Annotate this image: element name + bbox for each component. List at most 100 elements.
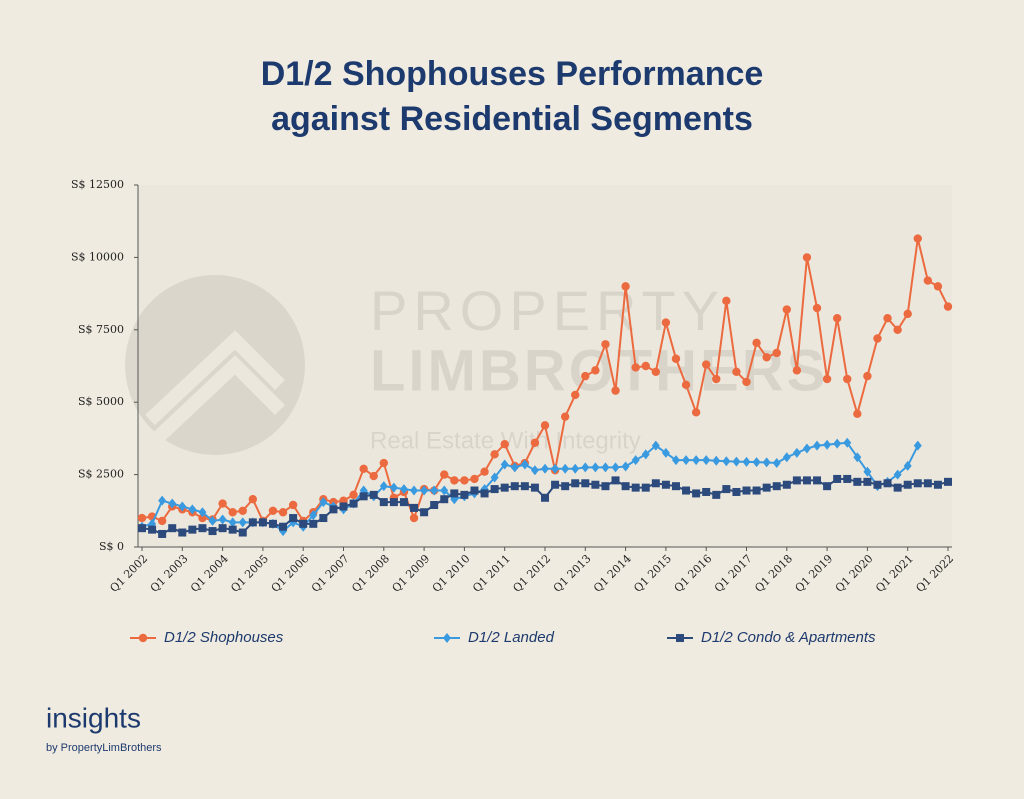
point: [591, 480, 600, 489]
point: [671, 455, 680, 466]
point: [440, 485, 449, 496]
point: [933, 282, 943, 291]
point: [238, 528, 247, 537]
point: [843, 474, 852, 483]
point: [410, 503, 419, 512]
point: [944, 477, 952, 486]
point: [772, 348, 781, 358]
point: [732, 487, 741, 496]
point: [853, 477, 862, 486]
point: [238, 517, 247, 528]
point: [712, 374, 721, 384]
point: [349, 499, 358, 508]
point: [621, 461, 630, 472]
point: [410, 485, 419, 496]
brand-by: by PropertyLimBrothers: [46, 742, 162, 754]
point: [399, 498, 408, 507]
point: [621, 282, 630, 291]
point: [691, 408, 701, 417]
point: [903, 480, 912, 489]
point: [812, 303, 822, 313]
point: [530, 465, 539, 476]
point: [893, 483, 902, 492]
point: [692, 489, 701, 498]
point: [299, 519, 308, 528]
y-tick-label: S$ 2500: [78, 468, 124, 481]
point: [903, 460, 912, 471]
point: [782, 480, 791, 489]
point: [671, 482, 680, 491]
point: [762, 353, 771, 362]
point: [520, 459, 529, 470]
point: [843, 374, 852, 384]
point: [651, 440, 660, 451]
point: [561, 482, 570, 491]
point: [369, 471, 378, 481]
point: [430, 501, 439, 510]
point: [802, 253, 812, 262]
point: [833, 474, 842, 483]
point: [823, 482, 832, 491]
point: [309, 510, 318, 521]
point: [218, 499, 227, 508]
point: [782, 452, 791, 463]
point: [631, 363, 640, 372]
point: [228, 508, 237, 517]
y-tick-label: S$ 10000: [71, 250, 124, 263]
point: [682, 486, 691, 495]
point: [409, 513, 419, 523]
point: [702, 487, 711, 496]
point: [450, 476, 459, 485]
point: [228, 517, 237, 528]
point: [238, 506, 247, 515]
point: [601, 340, 610, 349]
point: [702, 455, 711, 466]
point: [833, 438, 842, 449]
point: [500, 483, 509, 492]
point: [248, 518, 257, 527]
point: [631, 455, 640, 466]
point: [873, 334, 882, 343]
point: [178, 528, 187, 537]
point: [792, 447, 801, 458]
point: [651, 479, 660, 488]
point: [792, 476, 801, 485]
point: [933, 480, 942, 489]
point: [621, 482, 630, 491]
chart-title: D1/2 Shophouses Performance: [261, 55, 764, 93]
point: [853, 452, 862, 463]
point: [742, 486, 751, 495]
point: [883, 479, 892, 488]
point: [379, 458, 388, 468]
point: [813, 476, 822, 485]
point: [389, 498, 398, 507]
point: [611, 386, 620, 395]
legend-label: D1/2 Condo & Apartments: [701, 629, 876, 646]
point: [440, 495, 449, 504]
point: [157, 516, 167, 526]
point: [379, 481, 388, 492]
point: [913, 234, 922, 243]
point: [651, 367, 661, 376]
point: [661, 480, 670, 489]
point: [591, 462, 600, 473]
legend-item: D1/2 Landed: [434, 629, 555, 646]
point: [732, 367, 741, 376]
point: [893, 469, 902, 480]
point: [782, 305, 791, 314]
point: [823, 439, 832, 450]
point: [541, 493, 549, 502]
point: [601, 462, 610, 473]
point: [802, 476, 811, 485]
point: [661, 447, 670, 458]
point: [530, 438, 540, 447]
point: [843, 437, 852, 448]
point: [571, 390, 580, 400]
point: [903, 309, 912, 319]
point: [168, 498, 177, 509]
point: [571, 479, 580, 488]
point: [802, 443, 811, 454]
point: [389, 482, 398, 493]
point: [158, 495, 167, 506]
point: [772, 458, 781, 469]
